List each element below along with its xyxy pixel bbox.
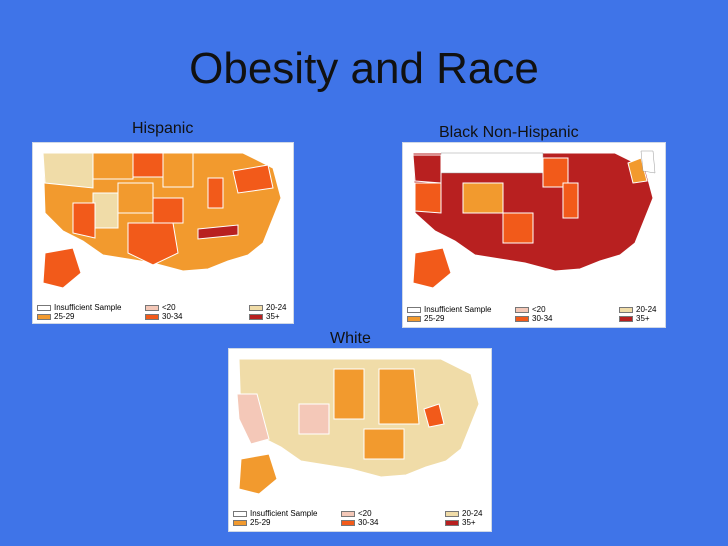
hispanic-region-colorado [117,182,154,214]
legend-item-20-24: 20-24 [249,303,286,312]
legend-item-35plus: 35+ [445,518,476,527]
legend-item-lt20: <20 [145,303,176,312]
legend-item-lt20: <20 [515,305,546,314]
hispanic-region-kansas [152,197,184,224]
legend-item-35plus: 35+ [249,312,280,321]
black-region-maine-insufficient [640,150,656,174]
hispanic-region-tennessee [197,224,239,240]
black-region-oklahoma [502,212,534,244]
hispanic-region-northwest [42,152,94,189]
black-map-label: Black Non-Hispanic [439,124,579,141]
hispanic-region-dakota [132,152,164,178]
legend-item-25-29: 25-29 [37,312,74,321]
black-map-panel: Insufficient Sample <20 20-24 25-29 30-3… [402,142,666,328]
hispanic-map-panel: Insufficient Sample <20 20-24 25-29 30-3… [32,142,294,324]
white-us-map [236,358,480,495]
hispanic-us-map [42,152,282,289]
black-region-north-insufficient [440,152,544,174]
hispanic-map-label: Hispanic [132,120,194,137]
legend-item-insufficient: Insufficient Sample [233,509,317,518]
legend-item-20-24: 20-24 [445,509,482,518]
black-region-west [414,182,442,214]
slide-title: Obesity and Race [189,44,539,93]
black-region-alaska [412,247,452,289]
legend-item-30-34: 30-34 [515,314,552,323]
black-legend: Insufficient Sample <20 20-24 25-29 30-3… [403,305,665,325]
hispanic-region-minnesota [162,152,194,188]
black-region-colorado [462,182,504,214]
black-us-map [412,150,656,289]
legend-item-insufficient: Insufficient Sample [37,303,121,312]
white-region-south [363,428,405,460]
legend-item-25-29: 25-29 [233,518,270,527]
white-region-alaska [238,453,278,495]
white-region-plains [333,368,365,420]
white-region-midwest [378,368,420,425]
hispanic-region-texas [127,222,179,266]
white-region-west-virginia [423,403,445,428]
hispanic-region-utah [92,192,119,229]
legend-item-25-29: 25-29 [407,314,444,323]
black-region-illinois [562,182,579,219]
legend-item-30-34: 30-34 [341,518,378,527]
white-map-label: White [330,330,371,347]
black-region-washington [412,154,442,184]
legend-item-lt20: <20 [341,509,372,518]
white-legend: Insufficient Sample <20 20-24 25-29 30-3… [229,509,491,529]
hispanic-region-illinois [207,177,224,209]
legend-item-35plus: 35+ [619,314,650,323]
legend-item-30-34: 30-34 [145,312,182,321]
hispanic-region-northeast [232,164,274,194]
legend-item-insufficient: Insufficient Sample [407,305,491,314]
legend-item-20-24: 20-24 [619,305,656,314]
white-region-california [236,393,270,445]
white-region-new-mexico [298,403,330,435]
hispanic-region-arizona [72,202,96,239]
hispanic-legend: Insufficient Sample <20 20-24 25-29 30-3… [33,303,293,321]
hispanic-region-alaska [42,247,82,289]
white-map-panel: Insufficient Sample <20 20-24 25-29 30-3… [228,348,492,532]
hispanic-region-montana [92,152,134,180]
